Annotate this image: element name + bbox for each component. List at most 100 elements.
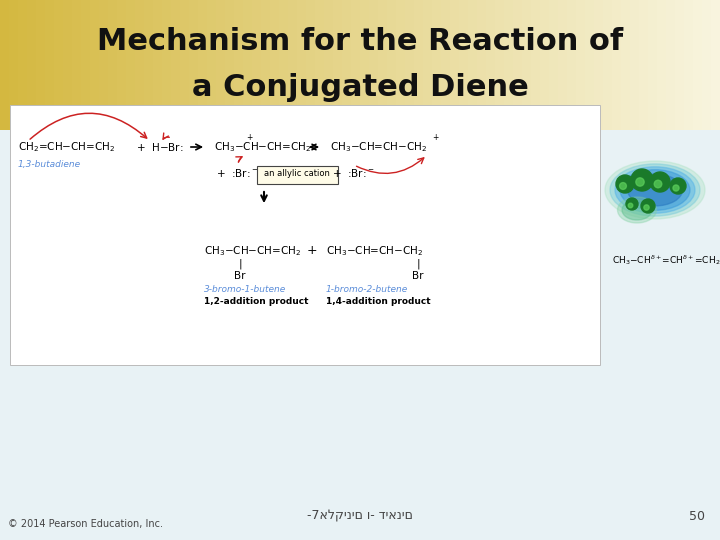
Text: -7אלקינים ו- דיאנים: -7אלקינים ו- דיאנים: [307, 510, 413, 523]
Bar: [576, 0, 587, 130]
Bar: [495, 0, 505, 130]
Bar: [702, 0, 713, 130]
Bar: [666, 0, 677, 130]
Bar: [387, 0, 397, 130]
Text: CH$_3$$-$CH$-$CH=CH$_2$: CH$_3$$-$CH$-$CH=CH$_2$: [204, 244, 301, 258]
Bar: [207, 0, 217, 130]
FancyBboxPatch shape: [10, 105, 600, 365]
Bar: [477, 0, 487, 130]
Bar: [99, 0, 109, 130]
Bar: [0, 130, 720, 540]
Text: +: +: [432, 133, 438, 143]
Circle shape: [654, 180, 662, 188]
Bar: [432, 0, 443, 130]
Text: an allylic cation: an allylic cation: [264, 168, 330, 178]
Bar: [171, 0, 181, 130]
Ellipse shape: [615, 167, 695, 213]
Text: © 2014 Pearson Education, Inc.: © 2014 Pearson Education, Inc.: [8, 519, 163, 529]
Circle shape: [650, 172, 670, 192]
Bar: [144, 0, 155, 130]
Bar: [0, 0, 11, 130]
Ellipse shape: [620, 170, 690, 210]
Bar: [684, 0, 695, 130]
Bar: [621, 0, 631, 130]
Text: a Conjugated Diene: a Conjugated Diene: [192, 73, 528, 103]
Bar: [603, 0, 613, 130]
Bar: [27, 0, 37, 130]
Bar: [135, 0, 145, 130]
Bar: [162, 0, 173, 130]
Text: 3-bromo-1-butene: 3-bromo-1-butene: [204, 285, 287, 294]
Bar: [549, 0, 559, 130]
Bar: [198, 0, 209, 130]
Bar: [261, 0, 271, 130]
Bar: [612, 0, 623, 130]
Text: $+$  H$-$Br:: $+$ H$-$Br:: [136, 141, 184, 153]
Bar: [369, 0, 379, 130]
FancyBboxPatch shape: [256, 165, 338, 184]
Bar: [396, 0, 407, 130]
Text: 1,4-addition product: 1,4-addition product: [326, 296, 431, 306]
Text: 50: 50: [689, 510, 705, 523]
Text: Br: Br: [234, 271, 246, 281]
Bar: [9, 0, 19, 130]
Bar: [342, 0, 353, 130]
Bar: [126, 0, 137, 130]
Bar: [225, 0, 235, 130]
Bar: [531, 0, 541, 130]
Bar: [648, 0, 659, 130]
Bar: [585, 0, 595, 130]
Circle shape: [616, 175, 634, 193]
Text: Mechanism for the Reaction of: Mechanism for the Reaction of: [97, 28, 623, 57]
Bar: [108, 0, 119, 130]
Bar: [630, 0, 641, 130]
Text: CH$_3$$-$CH=CH$-$CH$_2$: CH$_3$$-$CH=CH$-$CH$_2$: [326, 244, 423, 258]
Bar: [540, 0, 551, 130]
Bar: [711, 0, 720, 130]
Circle shape: [620, 183, 626, 190]
Bar: [360, 0, 371, 130]
Bar: [405, 0, 415, 130]
Text: CH$_3$$-$CH=CH$-$CH$_2$: CH$_3$$-$CH=CH$-$CH$_2$: [330, 140, 427, 154]
Bar: [270, 0, 281, 130]
Bar: [72, 0, 83, 130]
Bar: [180, 0, 191, 130]
Ellipse shape: [618, 197, 657, 223]
Bar: [252, 0, 263, 130]
Circle shape: [641, 199, 655, 213]
Ellipse shape: [622, 200, 652, 220]
Circle shape: [673, 185, 679, 191]
Text: CH$_3$$-$CH$^{\delta+}$=CH$^{\delta+}$=CH$_2$: CH$_3$$-$CH$^{\delta+}$=CH$^{\delta+}$=C…: [612, 253, 720, 267]
Bar: [279, 0, 289, 130]
Text: Br: Br: [413, 271, 424, 281]
Text: |: |: [238, 259, 242, 269]
Bar: [306, 0, 317, 130]
Bar: [18, 0, 29, 130]
Bar: [333, 0, 343, 130]
Text: CH$_3$$-$CH$-$CH=CH$_2$: CH$_3$$-$CH$-$CH=CH$_2$: [214, 140, 311, 154]
Text: 1,3-butadiene: 1,3-butadiene: [18, 160, 81, 170]
Bar: [639, 0, 649, 130]
Bar: [324, 0, 335, 130]
Text: +: +: [246, 133, 253, 143]
Bar: [423, 0, 433, 130]
Bar: [36, 0, 47, 130]
Circle shape: [631, 169, 653, 191]
Bar: [450, 0, 461, 130]
Ellipse shape: [628, 174, 683, 206]
Bar: [288, 0, 299, 130]
Circle shape: [644, 205, 649, 210]
Bar: [522, 0, 533, 130]
Text: |: |: [416, 259, 420, 269]
Bar: [45, 0, 55, 130]
Bar: [153, 0, 163, 130]
Bar: [63, 0, 73, 130]
Bar: [378, 0, 389, 130]
Bar: [486, 0, 497, 130]
Bar: [234, 0, 245, 130]
Circle shape: [626, 198, 638, 210]
Bar: [594, 0, 605, 130]
Bar: [513, 0, 523, 130]
Bar: [54, 0, 65, 130]
Bar: [468, 0, 479, 130]
